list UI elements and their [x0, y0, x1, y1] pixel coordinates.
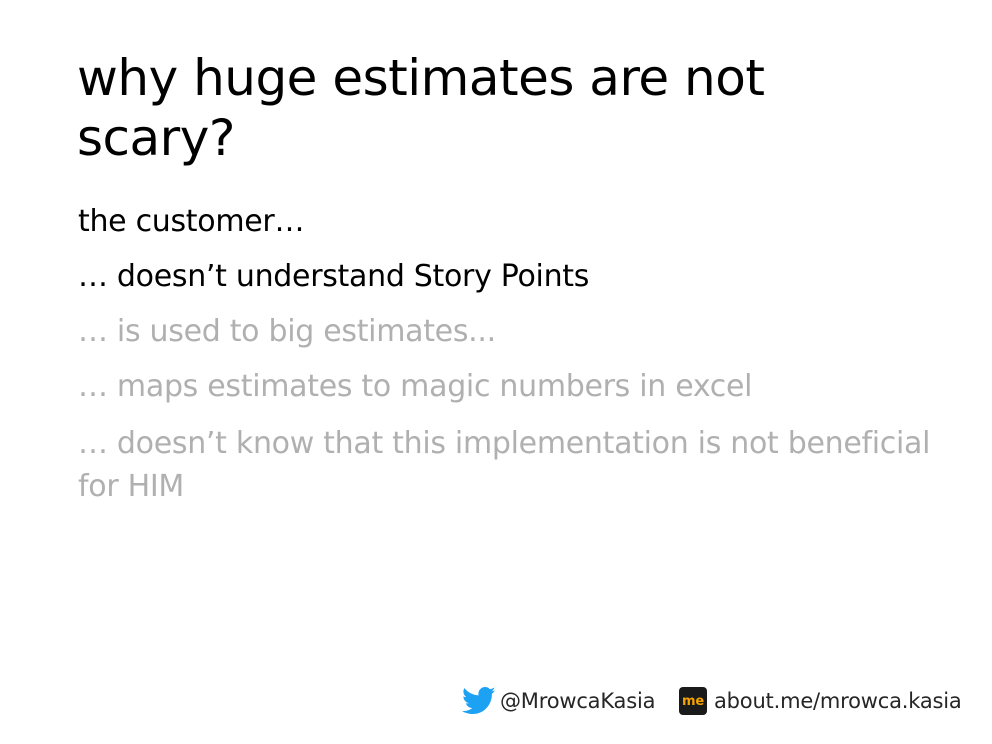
aboutme-logo-text: me	[682, 693, 704, 709]
bullet-item: the customer…	[78, 204, 305, 239]
bullet-list: the customer… … doesn’t understand Story…	[78, 202, 938, 523]
bullet-item: … is used to big estimates...	[78, 314, 496, 349]
aboutme-link[interactable]: me about.me/mrowca.kasia	[679, 683, 962, 719]
twitter-handle-text: @MrowcaKasia	[500, 689, 656, 713]
aboutme-url-text: about.me/mrowca.kasia	[714, 689, 962, 713]
aboutme-logo-icon: me	[679, 687, 707, 715]
twitter-handle-link[interactable]: @MrowcaKasia	[462, 683, 655, 719]
bullet-item: … doesn’t know that this implementation …	[78, 426, 931, 504]
slide-title: why huge estimates are not scary?	[77, 49, 765, 167]
twitter-bird-icon	[462, 686, 496, 715]
bullet-item: … maps estimates to magic numbers in exc…	[78, 369, 753, 404]
bullet-item: … doesn’t understand Story Points	[78, 259, 590, 294]
